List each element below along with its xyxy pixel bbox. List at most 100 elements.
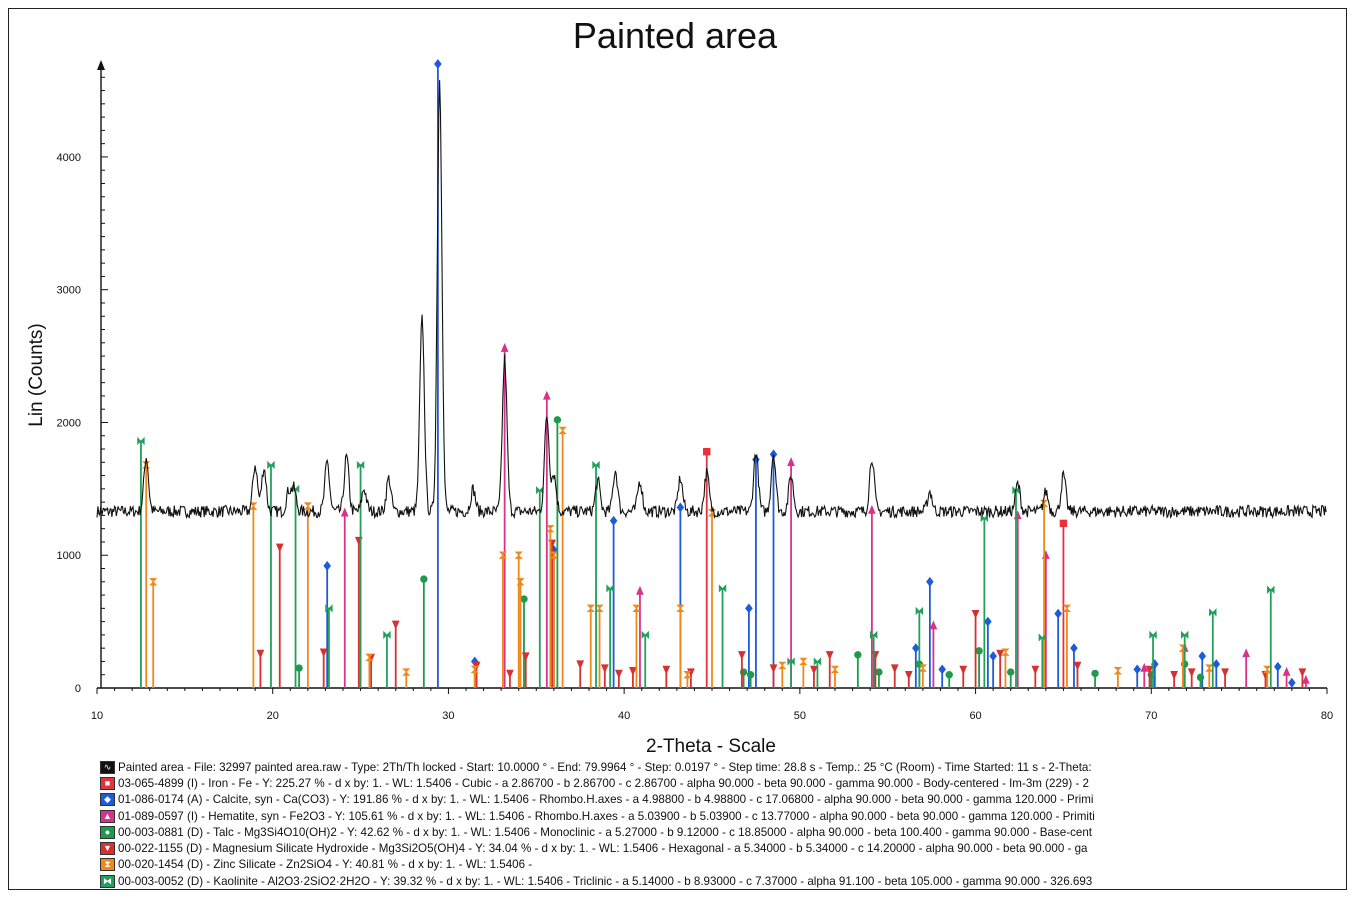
circle-icon: ● — [100, 825, 115, 839]
stick-marker — [1140, 662, 1149, 672]
legend-label: 01-089-0597 (I) - Hematite, syn - Fe2O3 … — [118, 809, 1095, 823]
stick-marker — [516, 578, 525, 586]
triangle-up-icon: ▲ — [100, 809, 115, 823]
stick-marker — [746, 671, 755, 679]
reference-phase — [256, 536, 1307, 688]
stick-marker — [1267, 585, 1275, 594]
stick-marker — [1031, 665, 1040, 675]
stick-marker — [1038, 633, 1047, 642]
stick-marker — [959, 665, 968, 675]
stick-marker — [1298, 668, 1307, 678]
stick-marker — [1170, 671, 1178, 680]
stick-marker — [470, 665, 479, 674]
stick-marker — [1198, 651, 1207, 662]
stick-marker — [745, 603, 753, 614]
stick-marker — [514, 551, 523, 559]
stick-marker — [778, 661, 787, 670]
stick-marker — [912, 643, 920, 654]
stick-marker — [1302, 674, 1310, 684]
x-tick-label: 50 — [794, 710, 806, 722]
stick-marker — [356, 460, 365, 470]
stick-marker — [854, 651, 862, 659]
y-tick-label: 1000 — [57, 550, 81, 562]
stick-marker — [609, 515, 618, 526]
y-tick-label: 0 — [75, 683, 81, 695]
stick-marker — [1073, 661, 1082, 671]
stick-marker — [676, 502, 685, 513]
stick-marker — [319, 648, 328, 658]
legend-label: 00-020-1454 (D) - Zinc Silicate - Zn2SiO… — [118, 858, 533, 872]
legend-entry: ∿ Painted area - File: 32997 painted area… — [100, 759, 1345, 775]
stick-marker — [929, 620, 938, 630]
legend-entry: ▼ 00-022-1155 (D) - Magnesium Silicate Hy… — [100, 840, 1345, 856]
stick-marker — [629, 667, 637, 676]
legend-entry: ⧓ 00-003-0052 (D) - Kaolinite - Al2O3·2Si… — [100, 873, 1345, 889]
stick-marker — [1054, 608, 1062, 619]
stick-marker — [592, 460, 600, 470]
stick-marker — [825, 651, 834, 660]
stick-marker — [142, 461, 151, 469]
square-icon: ■ — [100, 776, 115, 790]
x-tick-label: 10 — [91, 710, 103, 722]
stick-marker — [787, 657, 795, 666]
hourglass-icon: ⧗ — [100, 858, 115, 872]
reference-phase — [142, 426, 1272, 688]
stick-marker — [1091, 669, 1099, 678]
x-tick-label: 60 — [969, 710, 981, 722]
stick-marker — [256, 649, 265, 659]
legend-entry: ■ 03-065-4899 (I) - Iron - Fe - Y: 225.27… — [100, 775, 1345, 791]
stick-marker — [520, 595, 528, 603]
stick-marker — [769, 664, 778, 674]
stick-marker — [875, 668, 883, 676]
stick-marker — [267, 460, 275, 470]
stick-marker — [553, 416, 562, 424]
legend-label: 00-003-0052 (D) - Kaolinite - Al2O3·2SiO… — [118, 874, 1093, 888]
stick-marker — [945, 671, 953, 679]
stick-marker — [799, 657, 808, 666]
stick-marker — [904, 671, 913, 680]
stick-marker — [1209, 608, 1217, 617]
axes: 0 1000 2000 3000 4000 10 20 30 40 50 60 70 80 — [57, 60, 1333, 722]
stick-marker — [1149, 630, 1157, 640]
legend: ∿ Painted area - File: 32997 painted area… — [100, 759, 1345, 889]
stick-marker — [813, 657, 822, 666]
legend-label: Painted area - File: 32997 painted area.… — [118, 760, 1092, 774]
legend-entry: ● 00-003-0881 (D) - Talc - Mg3Si4O10(OH)2… — [100, 824, 1345, 840]
stick-marker — [365, 653, 374, 662]
stick-marker — [1274, 661, 1282, 672]
bowtie-icon: ⧓ — [100, 874, 115, 888]
x-tick-label: 80 — [1321, 710, 1333, 722]
stick-marker — [1187, 668, 1196, 678]
stick-marker — [546, 524, 555, 533]
stick-marker — [975, 647, 983, 655]
stick-marker — [984, 616, 992, 627]
stick-marker — [918, 664, 927, 672]
stick-marker — [1221, 668, 1229, 678]
diffraction-pattern — [96, 80, 1327, 520]
stick-marker — [434, 59, 442, 69]
stick-marker — [989, 651, 997, 662]
stick-marker — [542, 390, 551, 400]
stick-marker — [830, 665, 840, 674]
y-axis-label: Lin (Counts) — [26, 323, 47, 427]
stick-marker — [810, 665, 818, 675]
stick-marker — [498, 551, 508, 559]
x-tick-label: 20 — [267, 710, 279, 722]
stick-marker — [1113, 667, 1123, 675]
stick-marker — [1062, 604, 1072, 613]
stick-marker — [1070, 643, 1078, 654]
reference-phase — [703, 447, 1068, 688]
legend-entry: ▲ 01-089-0597 (I) - Hematite, syn - Fe2O3… — [100, 808, 1345, 824]
stick-marker — [606, 584, 614, 593]
stick-marker — [391, 620, 400, 630]
stick-marker — [1263, 665, 1272, 674]
legend-entry: ⧗ 00-020-1454 (D) - Zinc Silicate - Zn2Si… — [100, 857, 1345, 873]
stick-marker — [996, 649, 1005, 659]
stick-marker — [1288, 677, 1296, 688]
chart-frame — [8, 8, 1347, 890]
stick-marker — [1282, 666, 1291, 676]
stick-marker — [325, 604, 333, 613]
triangle-down-icon: ▼ — [100, 842, 115, 856]
y-tick-label: 4000 — [57, 152, 81, 164]
